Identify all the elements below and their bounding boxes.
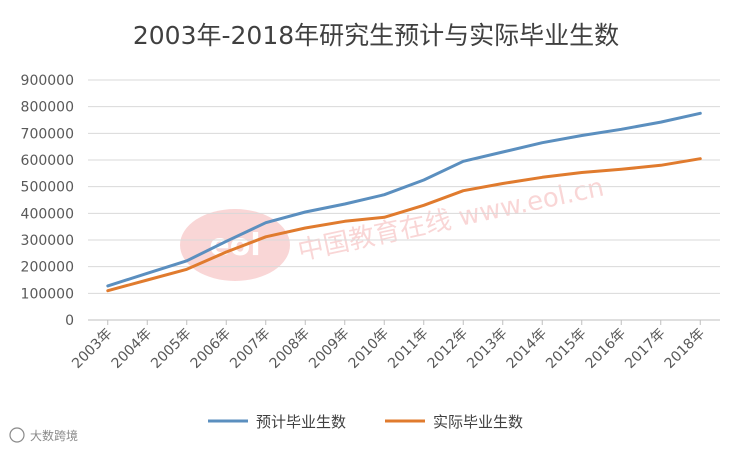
x-tick-label: 2007年 (227, 326, 273, 372)
gridlines (88, 79, 720, 321)
x-tick-label: 2018年 (662, 326, 708, 372)
legend: 预计毕业生数 实际毕业生数 (208, 413, 523, 431)
legend-label: 实际毕业生数 (433, 413, 523, 431)
legend-label: 预计毕业生数 (256, 413, 346, 431)
chart-title: 2003年-2018年研究生预计与实际毕业生数 (132, 21, 620, 50)
x-tick-label: 2015年 (543, 326, 589, 372)
x-tick-label: 2006年 (188, 326, 234, 372)
x-tick-label: 2011年 (385, 326, 431, 372)
y-tick-label: 700000 (21, 126, 74, 142)
y-axis-ticks: 0 100000 200000 300000 400000 500000 600000 700… (21, 73, 74, 329)
series-lines (106, 111, 702, 293)
x-tick-label: 2010年 (346, 326, 392, 372)
y-tick-label: 900000 (21, 73, 74, 89)
y-tick-label: 600000 (21, 153, 74, 169)
watermark-icon (9, 427, 25, 443)
y-tick-label: 0 (65, 313, 74, 329)
x-tick-label: 2003年 (69, 326, 115, 372)
y-tick-label: 200000 (21, 260, 74, 276)
watermark-bottom-left: 大数跨境 (9, 427, 78, 443)
y-tick-label: 500000 (21, 180, 74, 196)
x-tick-label: 2009年 (306, 326, 352, 372)
x-tick-label: 2017年 (622, 326, 668, 372)
x-tick-label: 2013年 (464, 326, 510, 372)
x-tick-label: 2012年 (425, 326, 471, 372)
series-line-expected (106, 111, 702, 288)
y-tick-label: 100000 (21, 286, 74, 302)
x-tick-label: 2016年 (583, 326, 629, 372)
watermark-text: 大数跨境 (30, 428, 78, 443)
y-tick-label: 400000 (21, 206, 74, 222)
x-tick-label: 2005年 (148, 326, 194, 372)
x-tick-label: 2008年 (267, 326, 313, 372)
x-axis-ticks: 2003年2004年2005年2006年2007年2008年2009年2010年… (69, 320, 708, 372)
watermark-logo: eol 中国教育在线 www.eol.cn (180, 173, 607, 281)
y-tick-label: 300000 (21, 233, 74, 249)
x-tick-label: 2004年 (109, 326, 155, 372)
series-line-actual (106, 157, 702, 293)
y-tick-label: 800000 (21, 100, 74, 116)
x-tick-label: 2014年 (504, 326, 550, 372)
